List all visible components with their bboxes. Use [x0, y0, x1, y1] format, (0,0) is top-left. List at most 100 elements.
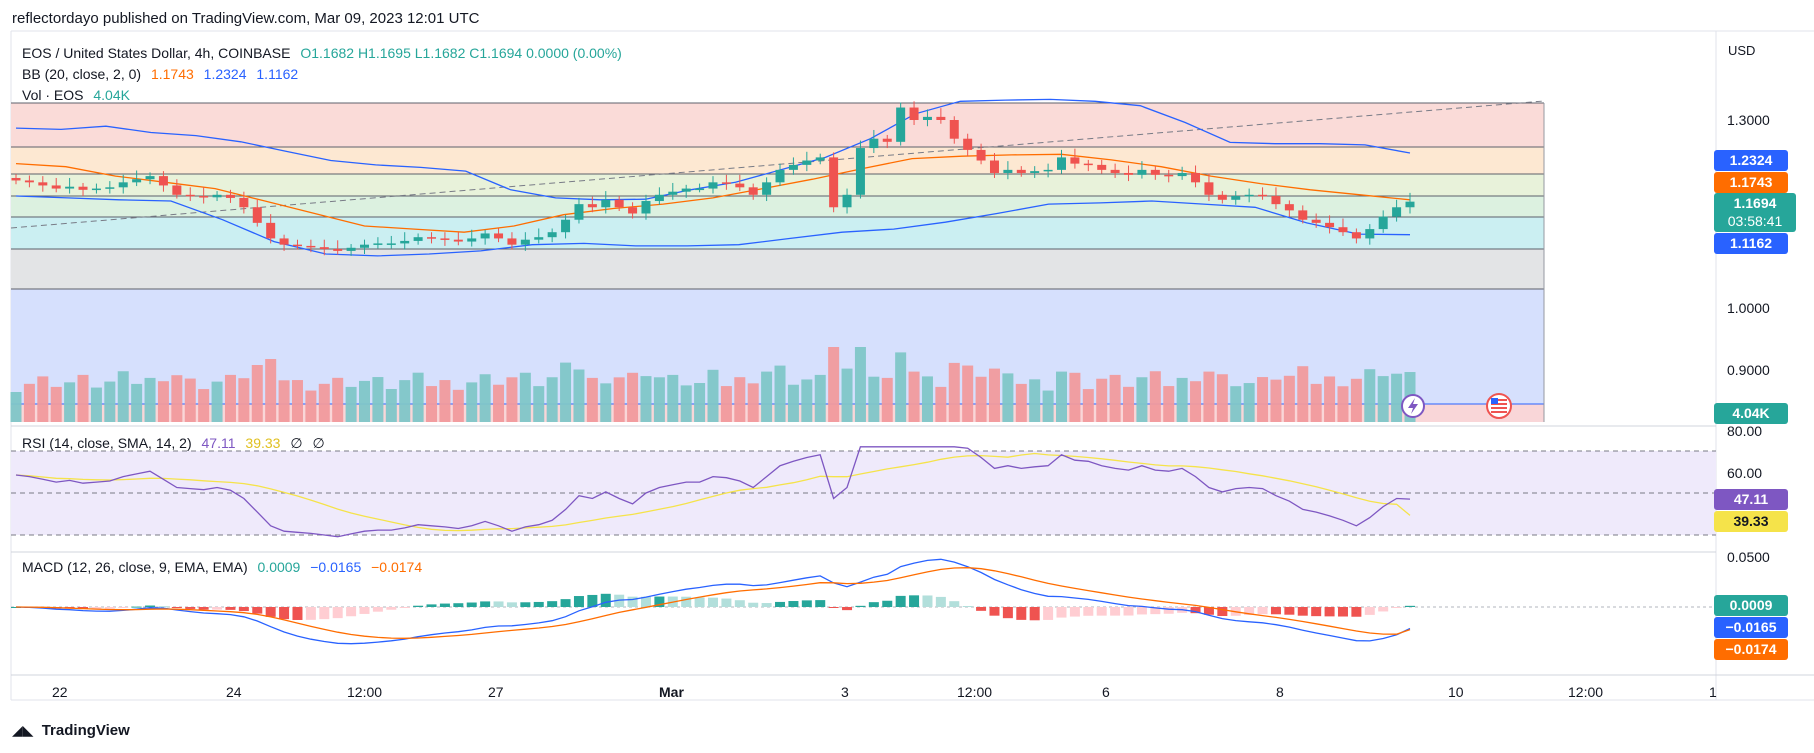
bb-basis-line: [15, 153, 1411, 233]
rsi-badge: 47.11: [1714, 489, 1788, 510]
macd-histogram-bar: [158, 606, 169, 608]
volume-bar: [640, 376, 652, 422]
volume-bar: [787, 384, 799, 422]
macd-histogram-bar: [976, 607, 987, 611]
macd-histogram-bar: [480, 601, 491, 607]
macd-legend[interactable]: MACD (12, 26, close, 9, EMA, EMA) 0.0009…: [22, 559, 428, 575]
candle-body: [1258, 194, 1268, 197]
volume-bar: [1324, 376, 1336, 422]
rsi-legend[interactable]: RSI (14, close, SMA, 14, 2) 47.11 39.33 …: [22, 435, 331, 452]
macd-histogram-bar: [1056, 607, 1067, 618]
tv-logo-icon: ◢◣: [12, 722, 34, 738]
candle-body: [507, 238, 517, 245]
candle-body: [292, 244, 302, 247]
macd-histogram-bar: [1217, 607, 1228, 617]
volume-bar: [385, 389, 397, 422]
bb-legend[interactable]: BB (20, close, 2, 0) 1.1743 1.2324 1.116…: [22, 66, 304, 82]
macd-histogram-bar: [265, 607, 276, 617]
candle-body: [1271, 196, 1281, 205]
macd-histogram-bar: [1391, 607, 1402, 608]
candle-body: [936, 116, 946, 120]
volume-bar: [908, 371, 920, 422]
candle-body: [788, 164, 798, 170]
macd-histogram-bar: [1029, 607, 1040, 621]
volume-bar: [1029, 379, 1041, 422]
macd-histogram-bar: [145, 605, 156, 607]
volume-bar: [1216, 374, 1228, 422]
volume-bar: [1176, 377, 1188, 422]
macd-histogram-bar: [1083, 607, 1094, 616]
candle-body: [1124, 172, 1134, 175]
macd-histogram-bar: [547, 601, 558, 607]
volume-bar: [747, 383, 759, 422]
candle-body: [855, 148, 865, 195]
macd-histogram-bar: [734, 600, 745, 607]
volume-bar: [1364, 369, 1376, 422]
candle-body: [802, 160, 812, 165]
bb-upper-badge: 1.2324: [1714, 150, 1788, 171]
volume-bar: [962, 365, 974, 422]
candle-body: [360, 244, 369, 248]
volume-bar: [854, 347, 866, 422]
volume-bar: [37, 376, 49, 422]
volume-bar: [680, 385, 692, 422]
candle-body: [319, 247, 329, 250]
volume-bar: [1350, 378, 1362, 422]
x-tick-2: 24: [226, 684, 242, 700]
candle-body: [520, 239, 530, 245]
macd-histogram-bar: [91, 607, 102, 609]
candle-body: [829, 157, 839, 208]
bb-lower-badge: 1.1162: [1714, 233, 1788, 254]
candle-body: [989, 160, 999, 173]
volume-bar: [694, 383, 706, 422]
volume-bar: [345, 386, 357, 422]
macd-histogram-bar: [439, 603, 450, 607]
price-tick-3: 0.9000: [1727, 362, 1770, 378]
candle-body: [1405, 201, 1415, 208]
macd-histogram-bar: [1203, 607, 1214, 615]
volume-bar: [1190, 381, 1202, 422]
vol-legend[interactable]: Vol · EOS 4.04K: [22, 87, 136, 103]
macd-histogram-bar: [1123, 607, 1134, 616]
bb-basis-badge: 1.1743: [1714, 172, 1788, 193]
rsi-ma-badge: 39.33: [1714, 511, 1788, 532]
candle-body: [279, 238, 289, 245]
volume-bar: [90, 387, 102, 422]
macd-signal-value: −0.0174: [371, 559, 423, 575]
macd-histogram-bar: [1297, 607, 1308, 616]
us-flag-icon[interactable]: [1486, 393, 1512, 419]
candle-body: [1016, 169, 1026, 173]
volume-bar: [1096, 378, 1108, 422]
macd-histogram-bar: [1270, 607, 1281, 615]
macd-histogram-bar: [748, 602, 759, 607]
macd-histogram-bar: [198, 607, 209, 610]
candle-body: [1244, 194, 1254, 197]
macd-histogram-bar: [346, 607, 357, 617]
candle-body: [480, 233, 490, 239]
macd-histogram-bar: [627, 596, 638, 607]
candle-body: [735, 183, 745, 188]
volume-bar: [117, 371, 129, 422]
rsi-value: 47.11: [201, 435, 236, 451]
macd-histogram-bar: [466, 602, 477, 607]
candle-body: [199, 196, 209, 198]
trend-line[interactable]: [10, 100, 1545, 229]
candle-body: [1338, 227, 1348, 233]
macd-histogram-bar: [640, 596, 651, 607]
candle-body: [869, 138, 879, 149]
candle-body: [1325, 222, 1335, 228]
lightning-icon[interactable]: [1401, 394, 1425, 418]
macd-histogram-bar: [493, 601, 504, 607]
candle-body: [695, 188, 705, 191]
macd-hist-value: 0.0009: [257, 559, 301, 575]
symbol-legend[interactable]: EOS / United States Dollar, 4h, COINBASE…: [22, 45, 628, 61]
symbol-name: EOS / United States Dollar, 4h, COINBASE: [22, 45, 291, 61]
x-tick-6: 3: [841, 684, 849, 700]
x-tick-11: 12:00: [1568, 684, 1603, 700]
macd-histogram-bar: [775, 601, 786, 607]
tradingview-logo[interactable]: ◢◣ TradingView: [12, 722, 130, 739]
volume-bar: [224, 374, 236, 422]
candle-body: [681, 188, 691, 192]
macd-histogram-bar: [694, 597, 705, 607]
